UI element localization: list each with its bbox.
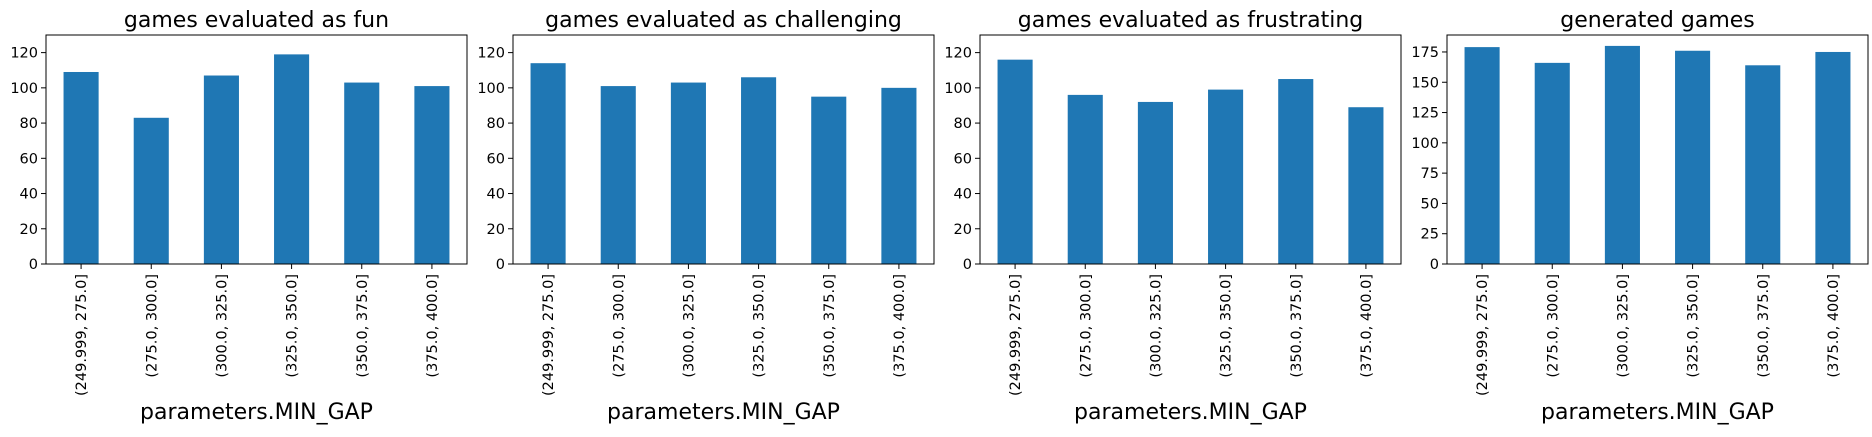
bar xyxy=(414,86,450,264)
x-tick-label: (300.0, 325.0] xyxy=(681,274,697,378)
x-tick-label: (249.999, 275.0] xyxy=(1475,274,1491,396)
x-tick-label: (275.0, 300.0] xyxy=(1545,274,1561,378)
chart-panel-1: 0 20 40 60 80 100 120 (249.999, 275.0] (275.0, 3… xyxy=(10,8,468,425)
x-tick-label: (249.999, 275.0] xyxy=(74,274,90,396)
y-tick-label: 60 xyxy=(20,151,38,167)
chart-panel-2: 0 20 40 60 80 100 120 (249.999, 275.0] (275.0, 3… xyxy=(477,8,935,425)
y-tick-label: 100 xyxy=(944,81,972,97)
x-axis-label: parameters.MIN_GAP xyxy=(1074,400,1307,425)
x-tick-label: (350.0, 375.0] xyxy=(1289,274,1305,378)
x-tick-label: (325.0, 350.0] xyxy=(1219,274,1235,378)
axes-frame xyxy=(45,34,468,265)
bar xyxy=(1208,89,1244,264)
chart-title: games evaluated as fun xyxy=(124,8,389,33)
bar xyxy=(1675,50,1711,264)
x-tick-label: (375.0, 400.0] xyxy=(892,274,908,378)
x-tick-label: (325.0, 350.0] xyxy=(752,274,768,378)
bar xyxy=(1348,107,1384,264)
bar xyxy=(1815,51,1851,264)
x-axis-label: parameters.MIN_GAP xyxy=(140,400,373,425)
x-tick-label: (249.999, 275.0] xyxy=(541,274,557,396)
x-axis-label: parameters.MIN_GAP xyxy=(607,400,840,425)
bar xyxy=(881,87,917,264)
y-tick-label: 25 xyxy=(1421,227,1439,243)
bar xyxy=(1534,62,1570,265)
y-tick-label: 80 xyxy=(487,116,505,132)
x-tick-label: (375.0, 400.0] xyxy=(1359,274,1375,378)
bar xyxy=(997,59,1033,265)
y-tick-label: 60 xyxy=(954,151,972,167)
x-tick-label: (325.0, 350.0] xyxy=(285,274,301,378)
y-tick-label: 100 xyxy=(10,81,38,97)
y-tick-label: 120 xyxy=(10,46,38,62)
y-tick-label: 125 xyxy=(1411,106,1439,122)
y-tick-label: 20 xyxy=(20,222,38,238)
chart-title: games evaluated as challenging xyxy=(545,8,902,33)
y-tick-label: 60 xyxy=(487,151,505,167)
y-tick-label: 20 xyxy=(954,222,972,238)
y-tick-label: 100 xyxy=(1411,136,1439,152)
bar xyxy=(1745,65,1781,264)
bar xyxy=(741,77,777,265)
chart-title: games evaluated as frustrating xyxy=(1018,8,1364,33)
y-tick-label: 75 xyxy=(1421,166,1439,182)
bar xyxy=(530,63,566,264)
bar xyxy=(1067,94,1103,265)
x-tick-label: (275.0, 300.0] xyxy=(611,274,627,378)
y-tick-label: 40 xyxy=(487,187,505,203)
chart-title: generated games xyxy=(1560,8,1755,33)
bar xyxy=(133,117,169,265)
bar xyxy=(670,82,706,264)
y-tick-label: 120 xyxy=(477,46,505,62)
x-tick-label: (350.0, 375.0] xyxy=(822,274,838,378)
x-axis-label: parameters.MIN_GAP xyxy=(1541,400,1774,425)
x-tick-label: (275.0, 300.0] xyxy=(144,274,160,378)
x-tick-label: (350.0, 375.0] xyxy=(1756,274,1772,378)
axes-frame xyxy=(1446,34,1869,265)
x-tick-label: (325.0, 350.0] xyxy=(1686,274,1702,378)
y-tick-label: 0 xyxy=(963,257,972,273)
bar xyxy=(600,86,636,264)
x-tick-label: (300.0, 325.0] xyxy=(214,274,230,378)
bar xyxy=(344,82,380,264)
x-tick-label: (275.0, 300.0] xyxy=(1078,274,1094,378)
axes-frame xyxy=(979,34,1402,265)
y-tick-label: 20 xyxy=(487,222,505,238)
y-tick-label: 40 xyxy=(954,187,972,203)
x-tick-label: (300.0, 325.0] xyxy=(1148,274,1164,378)
x-tick-label: (249.999, 275.0] xyxy=(1008,274,1024,396)
bar xyxy=(274,54,310,264)
y-tick-label: 40 xyxy=(20,187,38,203)
y-tick-label: 150 xyxy=(1411,75,1439,91)
y-tick-label: 80 xyxy=(20,116,38,132)
y-tick-label: 50 xyxy=(1421,196,1439,212)
bar xyxy=(203,75,239,264)
y-tick-label: 80 xyxy=(954,116,972,132)
bar xyxy=(1604,45,1640,265)
x-tick-label: (375.0, 400.0] xyxy=(425,274,441,378)
bar xyxy=(63,71,99,264)
y-tick-label: 100 xyxy=(477,81,505,97)
y-tick-label: 0 xyxy=(29,257,38,273)
bar xyxy=(811,96,847,265)
y-tick-label: 0 xyxy=(1430,257,1439,273)
x-tick-label: (300.0, 325.0] xyxy=(1615,274,1631,378)
bar xyxy=(1464,47,1500,265)
x-tick-label: (350.0, 375.0] xyxy=(355,274,371,378)
bar xyxy=(1137,101,1173,264)
y-tick-label: 120 xyxy=(944,46,972,62)
axes-frame xyxy=(512,34,935,265)
y-tick-label: 0 xyxy=(496,257,505,273)
y-tick-label: 175 xyxy=(1411,45,1439,61)
chart-panel-4: 0 25 50 75 100 125 150 175 (249.999, 275.0] (275.… xyxy=(1411,8,1869,425)
x-tick-label: (375.0, 400.0] xyxy=(1826,274,1842,378)
bar xyxy=(1278,79,1314,265)
chart-panel-3: 0 20 40 60 80 100 120 (249.999, 275.0] (275.0, 3… xyxy=(944,8,1402,425)
